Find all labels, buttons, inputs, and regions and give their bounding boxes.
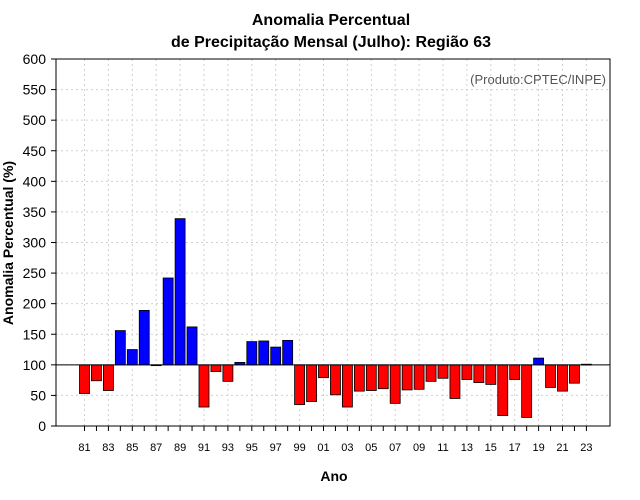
- x-tick-label-89: 89: [174, 442, 186, 454]
- bar-84: [114, 330, 126, 366]
- x-tick-label-03: 03: [341, 442, 353, 454]
- x-axis-label: Ano: [320, 468, 347, 484]
- bar-86: [138, 309, 150, 366]
- bar-06: [377, 364, 389, 390]
- bar-04: [353, 364, 365, 392]
- bar-83: [103, 364, 114, 391]
- chart-title-line-1: Anomalia Percentual: [252, 12, 410, 29]
- bar-97: [270, 346, 282, 366]
- bar-90: [186, 326, 198, 366]
- bar-00: [306, 364, 317, 402]
- bar-03: [341, 364, 353, 408]
- bar-10: [425, 364, 437, 382]
- bar-01: [318, 364, 329, 379]
- bar-21: [557, 364, 568, 392]
- x-tick-label-91: 91: [198, 442, 210, 454]
- x-tick-label-19: 19: [532, 442, 544, 454]
- bar-05: [365, 364, 377, 391]
- y-tick-label-150: 150: [23, 326, 47, 342]
- y-tick-label-350: 350: [23, 204, 47, 220]
- bar-14: [473, 364, 485, 383]
- bar-99: [294, 364, 306, 405]
- x-tick-label-87: 87: [150, 442, 162, 454]
- y-tick-label-250: 250: [23, 265, 47, 281]
- x-tick-label-99: 99: [293, 442, 305, 454]
- bars: [79, 218, 592, 418]
- bar-20: [545, 364, 556, 388]
- y-tick-label-0: 0: [38, 418, 46, 434]
- x-tick-label-97: 97: [270, 442, 282, 454]
- y-tick-label-600: 600: [23, 51, 47, 67]
- x-tick-label-09: 09: [413, 442, 425, 454]
- bar-02: [330, 364, 341, 396]
- chart-title-line-2: de Precipitação Mensal (Julho): Região 6…: [171, 34, 491, 51]
- y-tick-label-500: 500: [23, 112, 47, 128]
- bar-19: [533, 357, 544, 366]
- bar-88: [162, 277, 174, 366]
- x-tick-label-07: 07: [389, 442, 401, 454]
- y-tick-label-50: 50: [30, 387, 46, 403]
- bar-15: [485, 364, 497, 385]
- x-tick-label-17: 17: [509, 442, 521, 454]
- bar-11: [437, 364, 449, 379]
- bar-98: [282, 339, 294, 366]
- y-axis: 0 50 100 150 200 250 300 350 400 450 500 550 600: [23, 51, 56, 434]
- bar-81: [79, 364, 90, 394]
- x-tick-label-93: 93: [222, 442, 234, 454]
- bar-17: [509, 364, 521, 380]
- x-tick-label-81: 81: [78, 442, 90, 454]
- y-tick-label-550: 550: [23, 82, 47, 98]
- bar-18: [521, 364, 533, 418]
- x-tick-label-15: 15: [485, 442, 497, 454]
- x-tick-label-21: 21: [556, 442, 568, 454]
- x-tick-label-01: 01: [317, 442, 329, 454]
- bar-95: [246, 341, 258, 366]
- bar-16: [497, 364, 509, 417]
- x-tick-label-85: 85: [126, 442, 138, 454]
- x-tick-label-13: 13: [461, 442, 473, 454]
- bar-08: [401, 364, 413, 391]
- y-tick-label-100: 100: [23, 357, 47, 373]
- y-tick-label-200: 200: [23, 296, 47, 312]
- bar-96: [258, 340, 270, 366]
- bar-22: [569, 364, 580, 384]
- x-axis: 81 83 85 87 89 91 93 95 97 99 01 03 05 07 09 11 13 15 17 19…: [78, 426, 593, 454]
- bar-07: [389, 364, 401, 404]
- bar-09: [413, 364, 425, 390]
- bar-91: [198, 364, 210, 408]
- credit-text: (Produto:CPTEC/INPE): [470, 72, 606, 87]
- y-tick-label-450: 450: [23, 143, 47, 159]
- x-tick-label-95: 95: [246, 442, 258, 454]
- y-axis-label: Anomalia Percentual (%): [0, 161, 16, 325]
- x-tick-label-83: 83: [102, 442, 114, 454]
- bar-93: [222, 364, 234, 382]
- bar-12: [449, 364, 461, 399]
- x-tick-label-05: 05: [365, 442, 377, 454]
- y-tick-label-300: 300: [23, 235, 47, 251]
- bar-89: [174, 218, 186, 366]
- bar-92: [210, 364, 222, 372]
- bar-82: [91, 364, 102, 382]
- bar-13: [461, 364, 473, 380]
- bar-85: [126, 349, 138, 366]
- y-tick-label-400: 400: [23, 173, 47, 189]
- x-tick-label-11: 11: [437, 442, 448, 454]
- x-tick-label-23: 23: [580, 442, 592, 454]
